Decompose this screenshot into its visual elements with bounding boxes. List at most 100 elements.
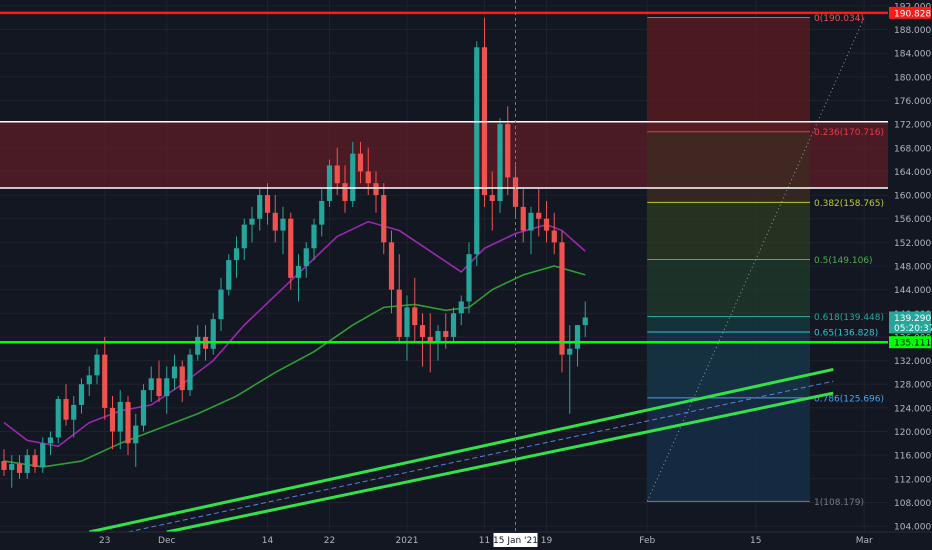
candle-body [520, 206, 526, 231]
time-tick-label: Feb [639, 536, 655, 546]
candle-body [171, 366, 178, 379]
candle-body [404, 307, 410, 337]
trend-channel[interactable] [88, 367, 834, 534]
price-tick-label: 156.000 [894, 215, 931, 225]
candle-body [241, 224, 247, 249]
candle-body [280, 218, 286, 231]
time-tick-label: Mar [856, 536, 873, 546]
candle-body [474, 47, 480, 255]
candle-body [264, 195, 271, 213]
candle-body [16, 464, 23, 473]
price-tag-label: 135.111 [894, 339, 931, 349]
fib-level-label: 0.618(139.448) [814, 313, 884, 323]
ma-slow-line [3, 265, 586, 468]
price-tick-label: 180.000 [894, 73, 931, 83]
fib-trend-line [646, 17, 865, 502]
candle-body [233, 248, 240, 261]
price-tick-label: 168.000 [894, 144, 931, 154]
candle-body [357, 153, 364, 172]
fib-level-label: 0.382(158.765) [814, 199, 884, 209]
candle-body [435, 331, 441, 343]
candle-body [373, 183, 379, 196]
candle-body [187, 354, 193, 391]
fib-level-label: 0.5(149.106) [814, 256, 873, 266]
price-tag-box [889, 336, 931, 349]
price-tick-label: 188.000 [894, 26, 931, 36]
candle-body [24, 455, 30, 473]
price-tick-label: 116.000 [894, 452, 931, 462]
price-tick-label: 148.000 [894, 263, 931, 273]
fibonacci-retracement[interactable]: 0(190.034) 0.236(170.716) 0.382(158.765) 0.… [646, 14, 884, 508]
candle-body [9, 464, 15, 470]
candle-body [388, 242, 395, 290]
candle-body [450, 313, 457, 337]
price-tag-box [889, 321, 931, 334]
candle-body [582, 317, 588, 326]
candle-body [218, 289, 224, 320]
price-tick-label: 104.000 [894, 523, 931, 533]
candlestick-series [1, 17, 588, 488]
price-tick-label: 172.000 [894, 121, 931, 131]
fib-level-label: 0.786(125.696) [814, 394, 884, 404]
price-tick-label: 164.000 [894, 168, 931, 178]
candle-body [226, 260, 232, 290]
price-tick-label: 184.000 [894, 50, 931, 60]
price-tag-box [889, 311, 931, 324]
candle-body [497, 124, 503, 201]
candle-body [489, 195, 495, 201]
channel-lower-line [166, 391, 834, 534]
fib-level-label: 1(108.179) [814, 498, 864, 508]
candle-body [567, 348, 573, 355]
time-tick-label: 2021 [396, 536, 419, 546]
candle-body [164, 378, 170, 397]
candle-body [78, 384, 85, 405]
candle-body [466, 254, 472, 302]
time-tick-label: 23 [99, 536, 110, 546]
candle-body [179, 366, 185, 391]
candle-body [257, 195, 263, 219]
candle-body [342, 183, 348, 201]
channel-mid-line [127, 380, 834, 533]
candle-body [381, 195, 387, 243]
candle-body [272, 212, 278, 231]
candle-body [47, 437, 54, 444]
candle-body [536, 212, 542, 219]
candle-body [396, 289, 402, 337]
fib-band [647, 259, 810, 317]
candle-body [419, 325, 426, 337]
candle-body [505, 124, 511, 178]
time-axis[interactable]: 23 Dec 14 22 2021 11 19 Feb 15 Mar 15 Jan '21 [0, 531, 932, 550]
price-tick-label: 112.000 [894, 475, 931, 485]
price-tick-label: 108.000 [894, 499, 931, 509]
candle-body [125, 401, 131, 444]
candle-body [326, 165, 333, 201]
candle-body [210, 319, 216, 349]
candle-body [427, 336, 433, 343]
time-tick-label: 19 [541, 536, 553, 546]
time-tick-label: 15 [750, 536, 761, 546]
price-tag-label: 190.828 [894, 9, 931, 19]
candle-body [32, 455, 38, 467]
candle-body [117, 401, 123, 432]
price-tick-label: 120.000 [894, 428, 931, 438]
price-axis[interactable]: 104.000 108.000 112.000 116.000 120.000 124.0… [888, 0, 932, 550]
fib-band [647, 202, 810, 260]
fib-band [647, 17, 810, 132]
time-tick-label: 14 [262, 536, 274, 546]
price-tick-label: 176.000 [894, 97, 931, 107]
fib-band [647, 316, 810, 333]
time-tick-label: 11 [479, 536, 490, 546]
candle-body [71, 404, 77, 420]
price-axis-background [888, 0, 932, 550]
candle-body [63, 399, 69, 420]
price-tick-label: 160.000 [894, 192, 931, 202]
candle-body [303, 248, 309, 266]
price-tick-label: 152.000 [894, 239, 931, 249]
candle-body [1, 461, 7, 470]
candle-body [86, 375, 92, 385]
candle-body [94, 354, 100, 376]
candle-body [40, 443, 46, 467]
channel-upper-line [88, 367, 834, 534]
horizontal-lines[interactable] [0, 11, 888, 344]
